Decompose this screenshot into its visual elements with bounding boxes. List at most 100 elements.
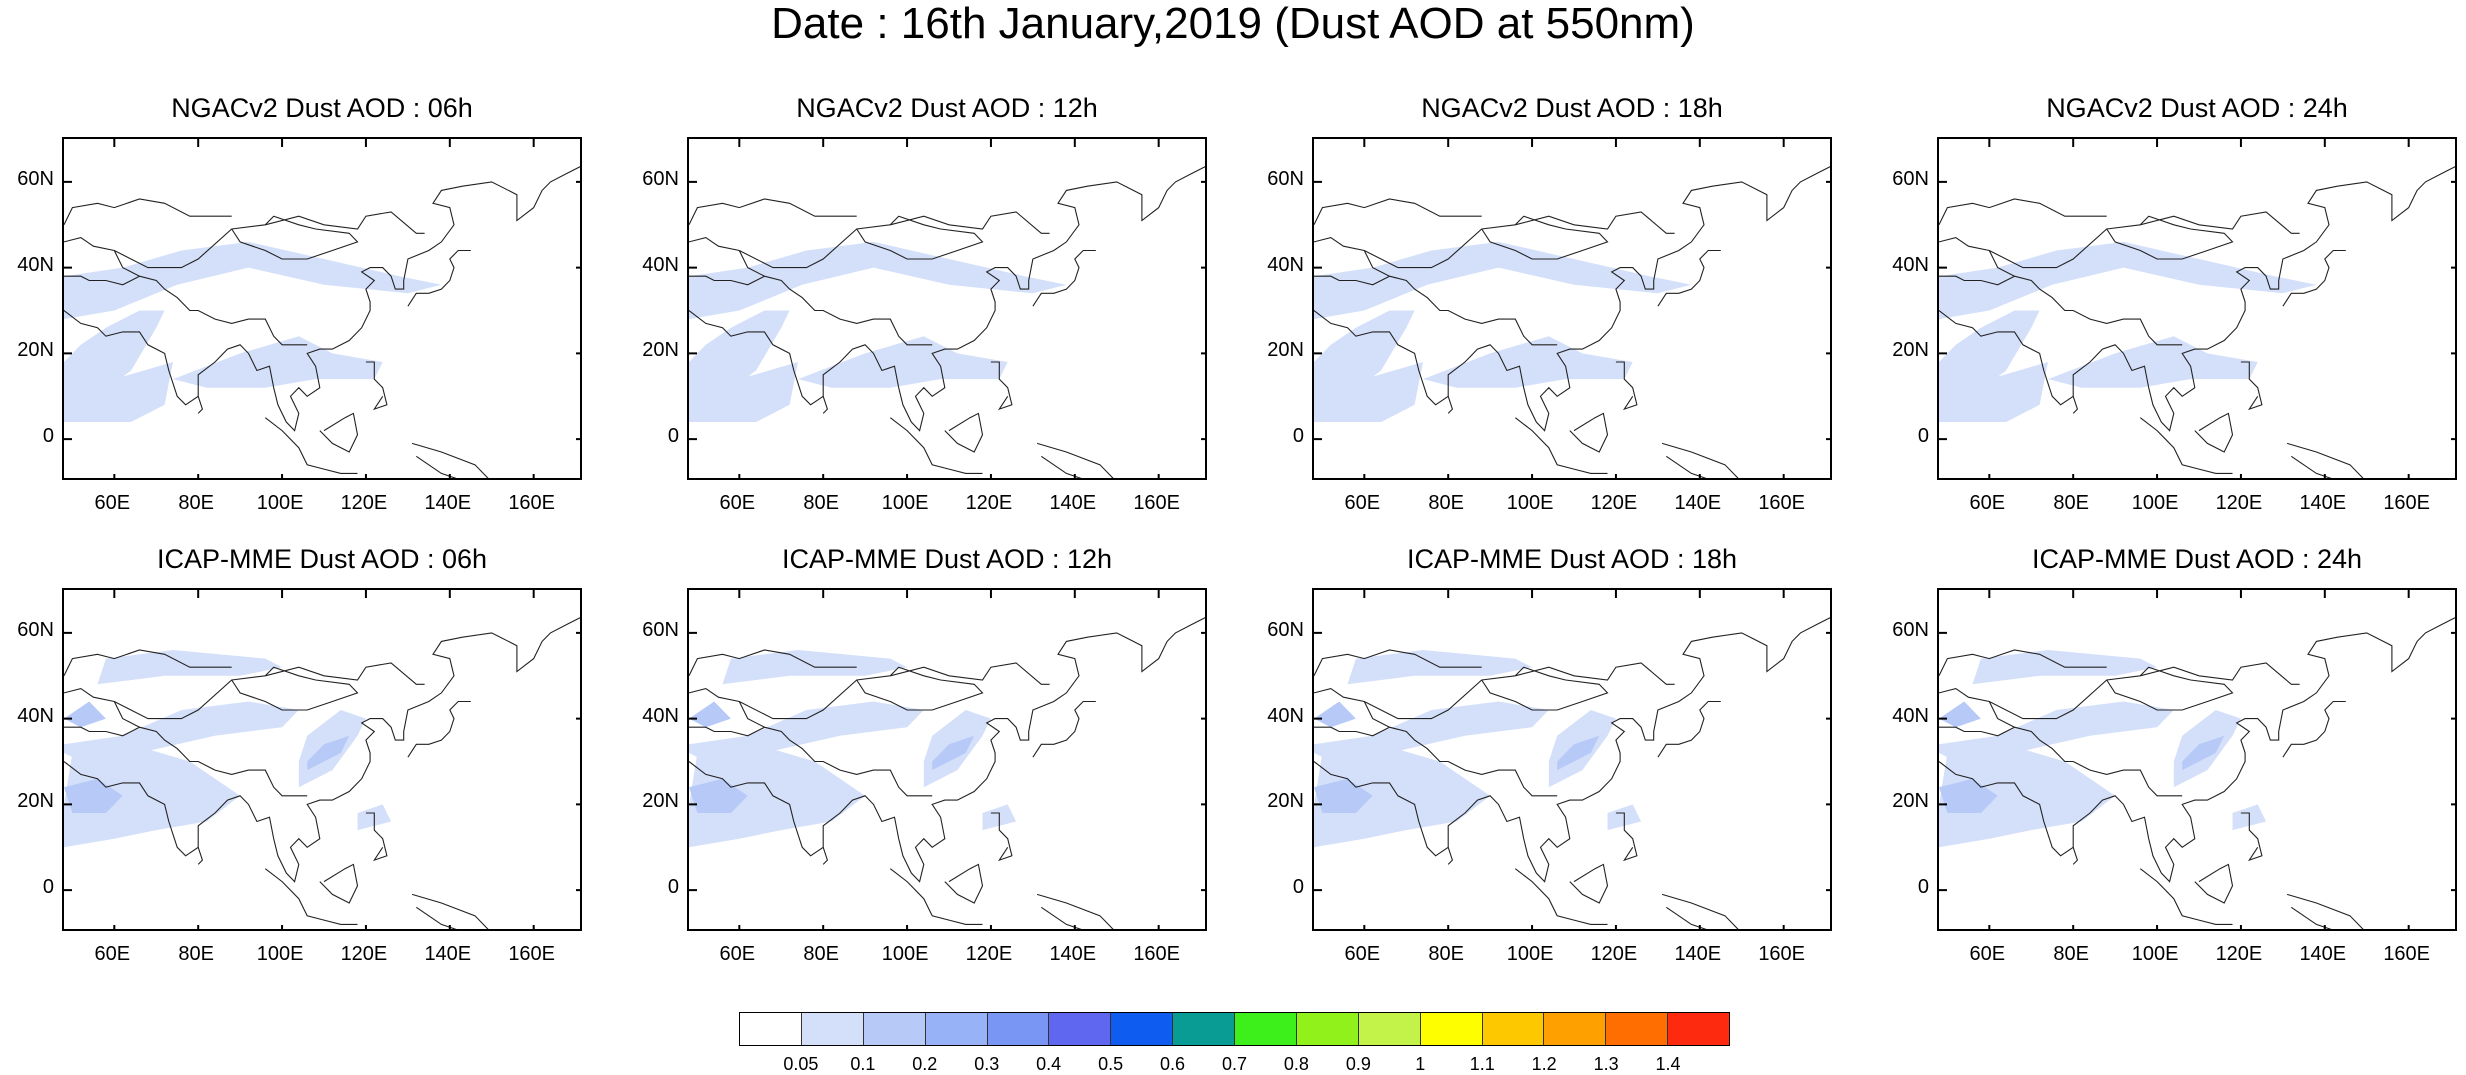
- lat-tick-label: 0: [42, 425, 54, 448]
- lat-tick-label: 60N: [642, 167, 679, 190]
- lon-tick-label: 80E: [803, 492, 839, 514]
- colorbar-segment: [740, 1013, 802, 1045]
- colorbar: [739, 1012, 1730, 1046]
- coastline: [889, 868, 983, 925]
- coastline: [738, 250, 933, 346]
- coastline: [1939, 211, 2300, 269]
- colorbar-segment: [1111, 1013, 1174, 1045]
- colorbar-segment: [1235, 1013, 1297, 1045]
- coastline: [1514, 417, 1608, 474]
- lon-tick-label: 120E: [965, 943, 1013, 965]
- colorbar-label: 0.8: [1283, 1054, 1309, 1074]
- lat-tick-label: 0: [667, 876, 679, 899]
- colorbar-segment: [1482, 1013, 1545, 1045]
- lat-tick-label: 60N: [1892, 167, 1929, 190]
- coastline: [64, 166, 580, 432]
- lat-tick-label: 60N: [17, 618, 54, 641]
- coastline: [689, 649, 857, 677]
- coastline: [1363, 250, 1558, 346]
- coastline: [990, 361, 1013, 411]
- coastline: [1939, 166, 2455, 432]
- coastline: [2240, 812, 2263, 862]
- colorbar-segment: [1420, 1013, 1483, 1045]
- lon-tick-label: 60E: [94, 943, 131, 965]
- coastline: [365, 812, 388, 862]
- lon-tick-label: 120E: [965, 492, 1013, 514]
- dust-aod-map: [64, 139, 580, 478]
- coastline: [2282, 249, 2346, 307]
- coastline: [264, 417, 358, 474]
- lat-tick-label: 20N: [642, 339, 679, 362]
- lon-tick-label: 80E: [2053, 492, 2089, 514]
- coastline: [990, 812, 1013, 862]
- aod-patch-mid: [689, 778, 748, 813]
- coastline: [1314, 275, 1390, 286]
- coastline: [1569, 863, 1609, 904]
- aod-patch-mid: [64, 778, 123, 813]
- coastline: [1615, 361, 1638, 411]
- colorbar-label: 0.6: [1160, 1054, 1186, 1074]
- lon-tick-label: 140E: [1674, 943, 1722, 965]
- aod-patch-mid: [307, 735, 350, 771]
- coastline: [1032, 249, 1096, 307]
- coastline: [856, 666, 984, 711]
- coastline: [689, 166, 1205, 432]
- aod-patch-low: [1314, 701, 1549, 762]
- lon-tick-label: 60E: [1969, 943, 2006, 965]
- lat-tick-label: 60N: [1267, 618, 1304, 641]
- aod-patch-low: [173, 336, 383, 388]
- coastline: [231, 215, 359, 260]
- coastline: [113, 701, 308, 797]
- coastline: [1657, 249, 1721, 307]
- coastline: [822, 396, 829, 414]
- coastline: [2194, 412, 2234, 453]
- coastline: [319, 412, 359, 453]
- panel-title: NGACv2 Dust AOD : 06h: [171, 93, 473, 123]
- dust-aod-map: [689, 590, 1205, 929]
- lat-tick-label: 40N: [1892, 704, 1929, 727]
- coastline: [1363, 701, 1558, 797]
- lon-tick-label: 60E: [1969, 492, 2006, 514]
- colorbar-label: 0.1: [850, 1054, 876, 1074]
- colorbar-label: 1.1: [1469, 1054, 1495, 1074]
- lat-tick-label: 40N: [17, 253, 54, 276]
- aod-patch-mid: [64, 701, 106, 728]
- coastline: [64, 726, 140, 737]
- panel-title: NGACv2 Dust AOD : 18h: [1421, 93, 1723, 123]
- lat-tick-label: 60N: [17, 167, 54, 190]
- coastline: [1657, 700, 1721, 758]
- colorbar-segment: [987, 1013, 1050, 1045]
- map-panel-icap-mme-18h: [1312, 588, 1832, 931]
- lon-tick-label: 160E: [2383, 943, 2431, 965]
- map-panel-ngacv2-18h: [1312, 137, 1832, 480]
- coastline: [1988, 701, 2183, 797]
- aod-patch-low: [1939, 744, 2116, 848]
- coastline: [944, 863, 984, 904]
- lon-tick-label: 60E: [94, 492, 131, 514]
- aod-patch-low: [1423, 336, 1633, 388]
- map-panel-ngacv2-06h: [62, 137, 582, 480]
- aod-patch-low: [1939, 241, 2317, 320]
- aod-patch-low: [1939, 701, 2174, 762]
- dust-aod-map: [1314, 590, 1830, 929]
- coastline: [1314, 198, 1482, 226]
- map-panel-icap-mme-24h: [1937, 588, 2457, 931]
- coastline: [1661, 442, 1739, 478]
- dust-aod-map: [1939, 139, 2455, 478]
- coastline: [1481, 666, 1609, 711]
- colorbar-segment: [863, 1013, 926, 1045]
- coastline: [231, 666, 359, 711]
- panel-title: ICAP-MME Dust AOD : 18h: [1406, 544, 1738, 574]
- colorbar-label: 0.7: [1221, 1054, 1248, 1074]
- aod-patch-mid: [932, 735, 975, 771]
- coastline: [411, 442, 489, 478]
- lon-tick-label: 120E: [2215, 943, 2263, 965]
- panel-title: ICAP-MME Dust AOD : 24h: [2031, 544, 2363, 574]
- aod-patch-low: [64, 362, 173, 422]
- aod-patch-mid: [689, 701, 731, 728]
- coastline: [1939, 662, 2300, 720]
- map-panel-icap-mme-06h: [62, 588, 582, 931]
- lon-tick-label: 140E: [424, 492, 472, 514]
- lon-tick-label: 60E: [1344, 943, 1381, 965]
- lat-tick-label: 0: [1917, 425, 1929, 448]
